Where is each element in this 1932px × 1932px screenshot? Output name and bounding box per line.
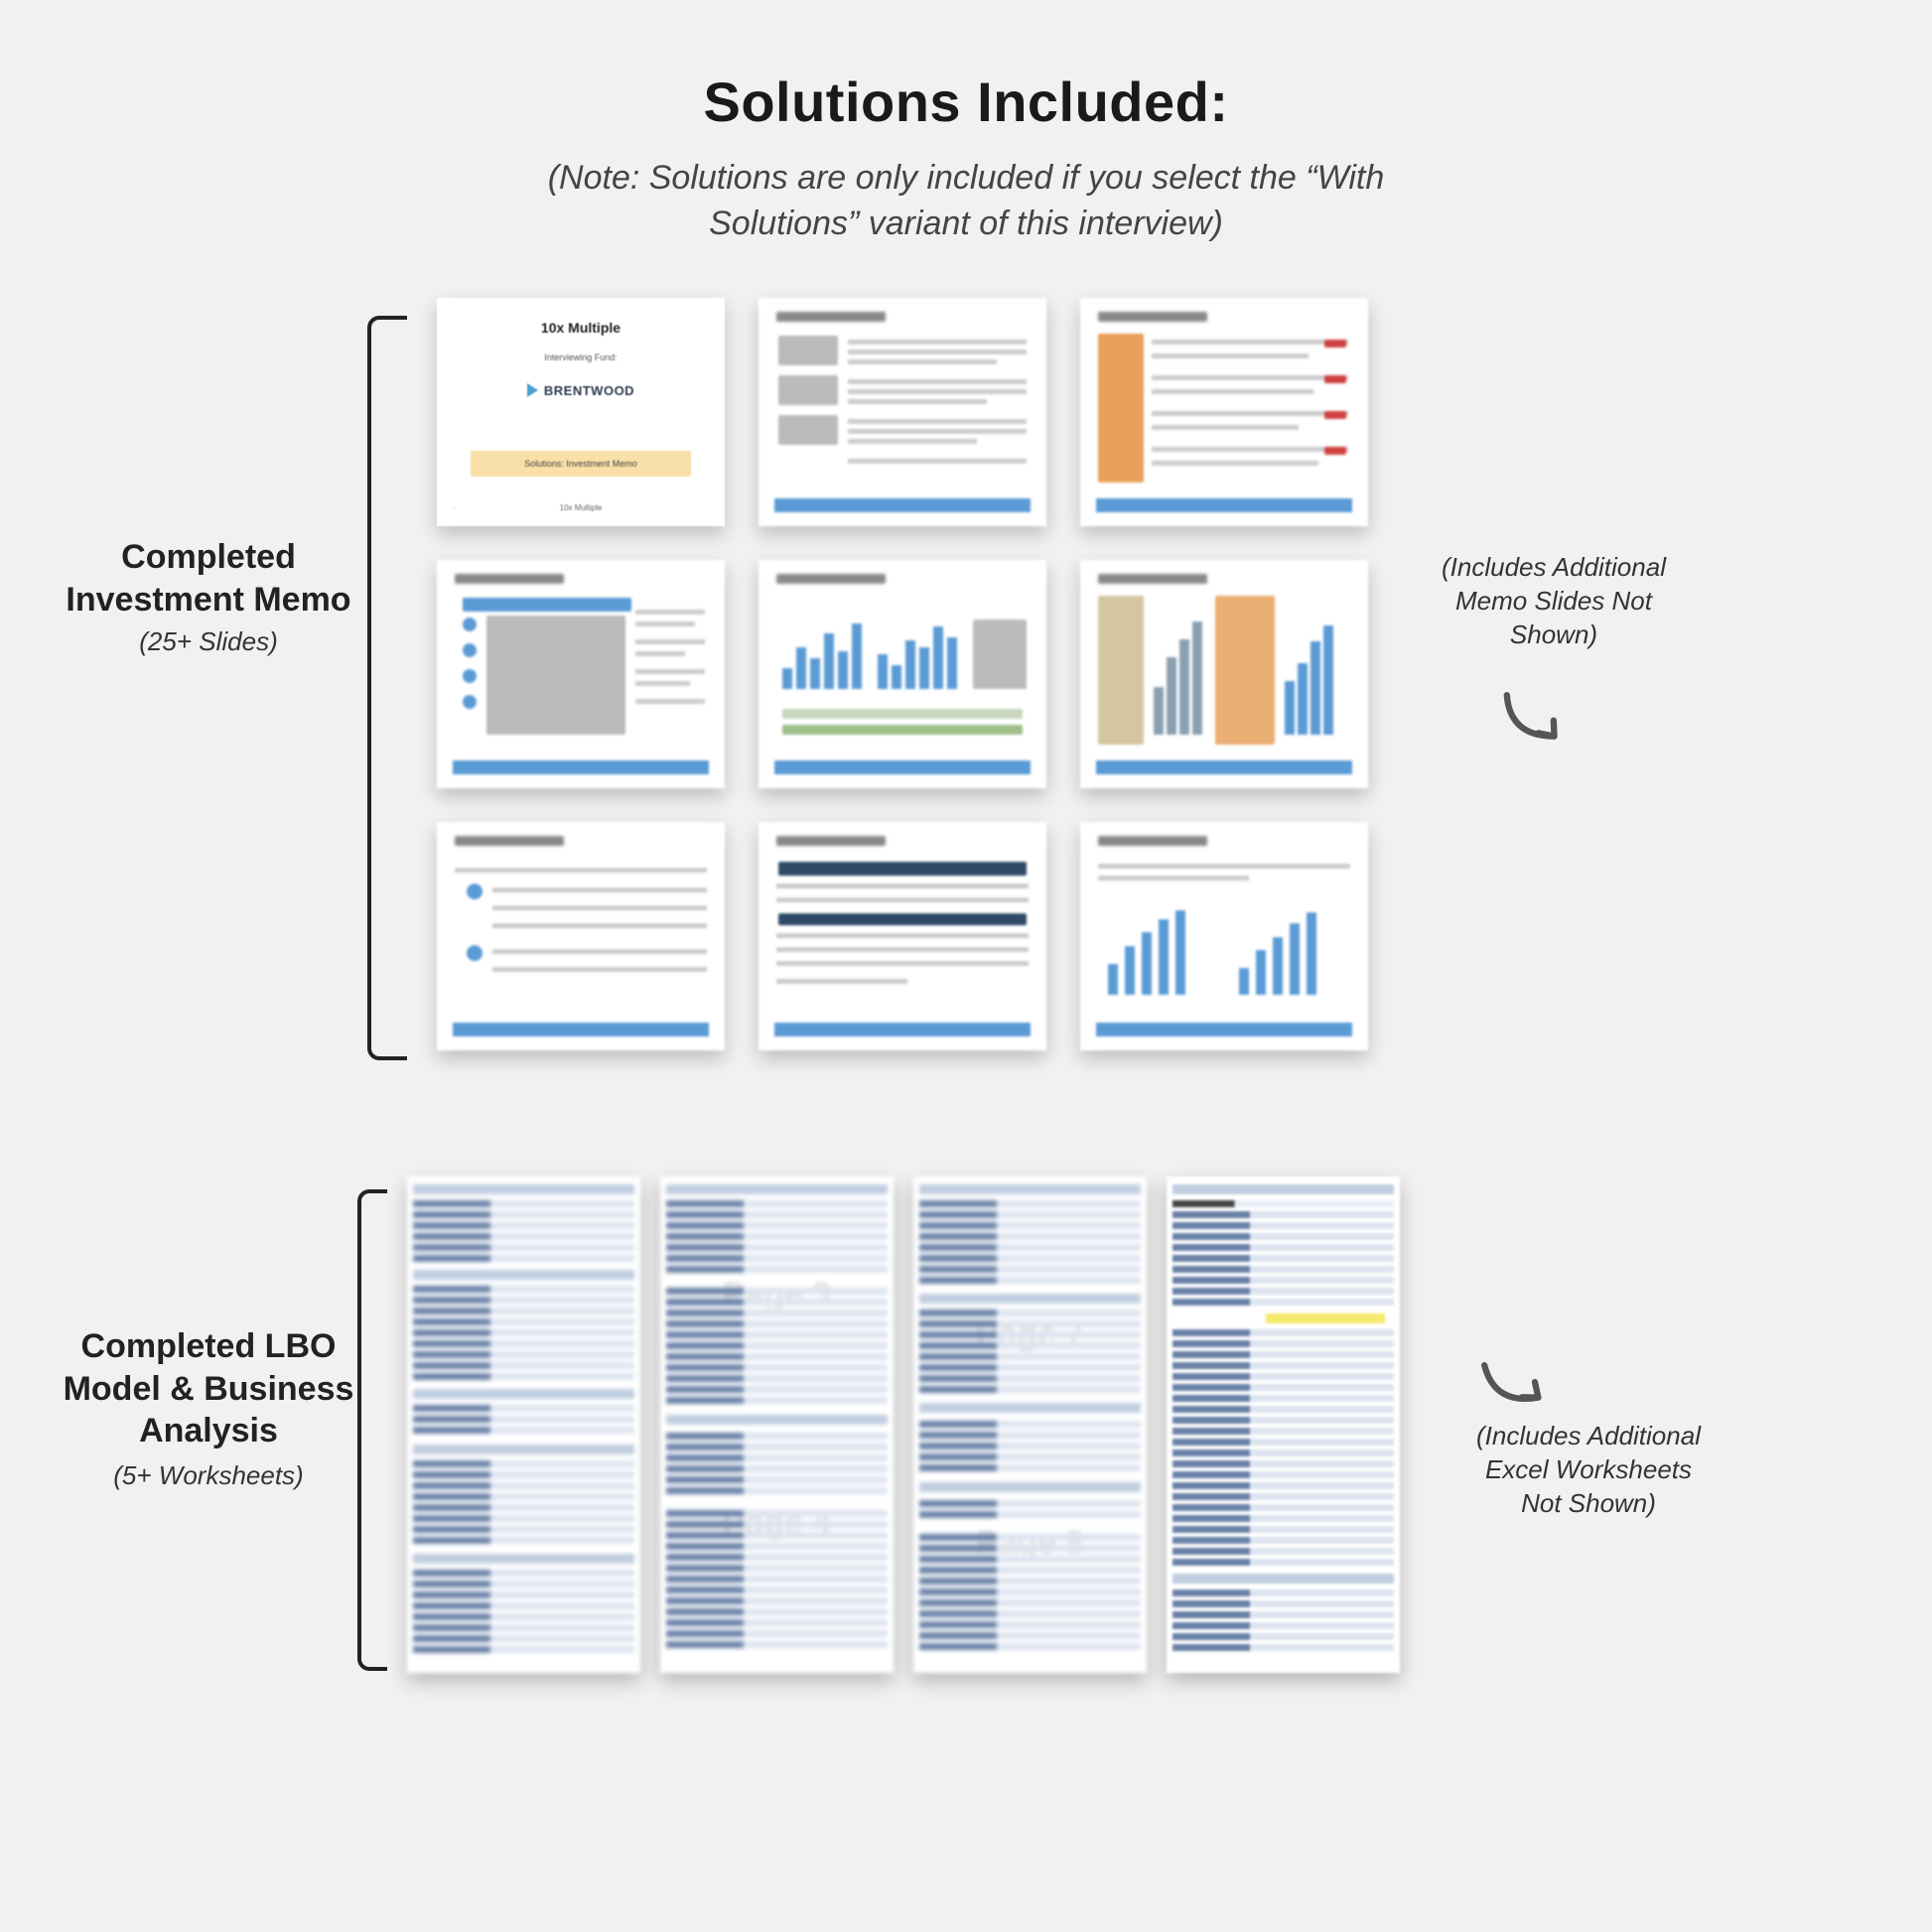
- memo-slide-7: [437, 822, 725, 1050]
- memo-bracket: [367, 316, 407, 1060]
- lbo-label: Completed LBO Model & Business Analysis …: [60, 1325, 357, 1491]
- slide1-title: 10x Multiple: [437, 320, 725, 336]
- memo-slide-4: [437, 560, 725, 788]
- slide1-brand-logo: BRENTWOOD: [437, 383, 725, 398]
- lbo-bracket: [357, 1189, 387, 1671]
- triangle-icon: [527, 383, 538, 397]
- memo-slide-1: 10x Multiple Interviewing Fund: BRENTWOO…: [437, 298, 725, 526]
- page-title: Solutions Included:: [0, 69, 1932, 134]
- lbo-sheet-3: Page 7 Page 8: [913, 1176, 1147, 1673]
- slide1-footer-center: 10x Multiple: [437, 503, 725, 512]
- memo-slide-5: [759, 560, 1046, 788]
- slide1-band: Solutions: Investment Memo: [471, 451, 691, 477]
- memo-slide-6: [1080, 560, 1368, 788]
- memo-slide-3: [1080, 298, 1368, 526]
- lbo-sheet-2: Page 3 Page 4: [660, 1176, 894, 1673]
- memo-annotation: (Includes Additional Memo Slides Not Sho…: [1400, 551, 1708, 651]
- header-note: (Note: Solutions are only included if yo…: [370, 156, 1562, 247]
- lbo-sheet-row: Page 3 Page 4: [407, 1176, 1400, 1673]
- memo-slide-8: [759, 822, 1046, 1050]
- lbo-annotation: (Includes Additional Excel Worksheets No…: [1430, 1420, 1747, 1520]
- memo-slide-2: [759, 298, 1046, 526]
- slide1-subtitle: Interviewing Fund:: [437, 352, 725, 362]
- memo-slide-9: [1080, 822, 1368, 1050]
- memo-slide-grid: 10x Multiple Interviewing Fund: BRENTWOO…: [437, 298, 1368, 1050]
- arrow-icon: [1469, 647, 1599, 777]
- header: Solutions Included: (Note: Solutions are…: [0, 0, 1932, 247]
- memo-label: CompletedInvestment Memo (25+ Slides): [60, 536, 357, 657]
- lbo-sheet-1: [407, 1176, 640, 1673]
- lbo-sheet-4: [1167, 1176, 1400, 1673]
